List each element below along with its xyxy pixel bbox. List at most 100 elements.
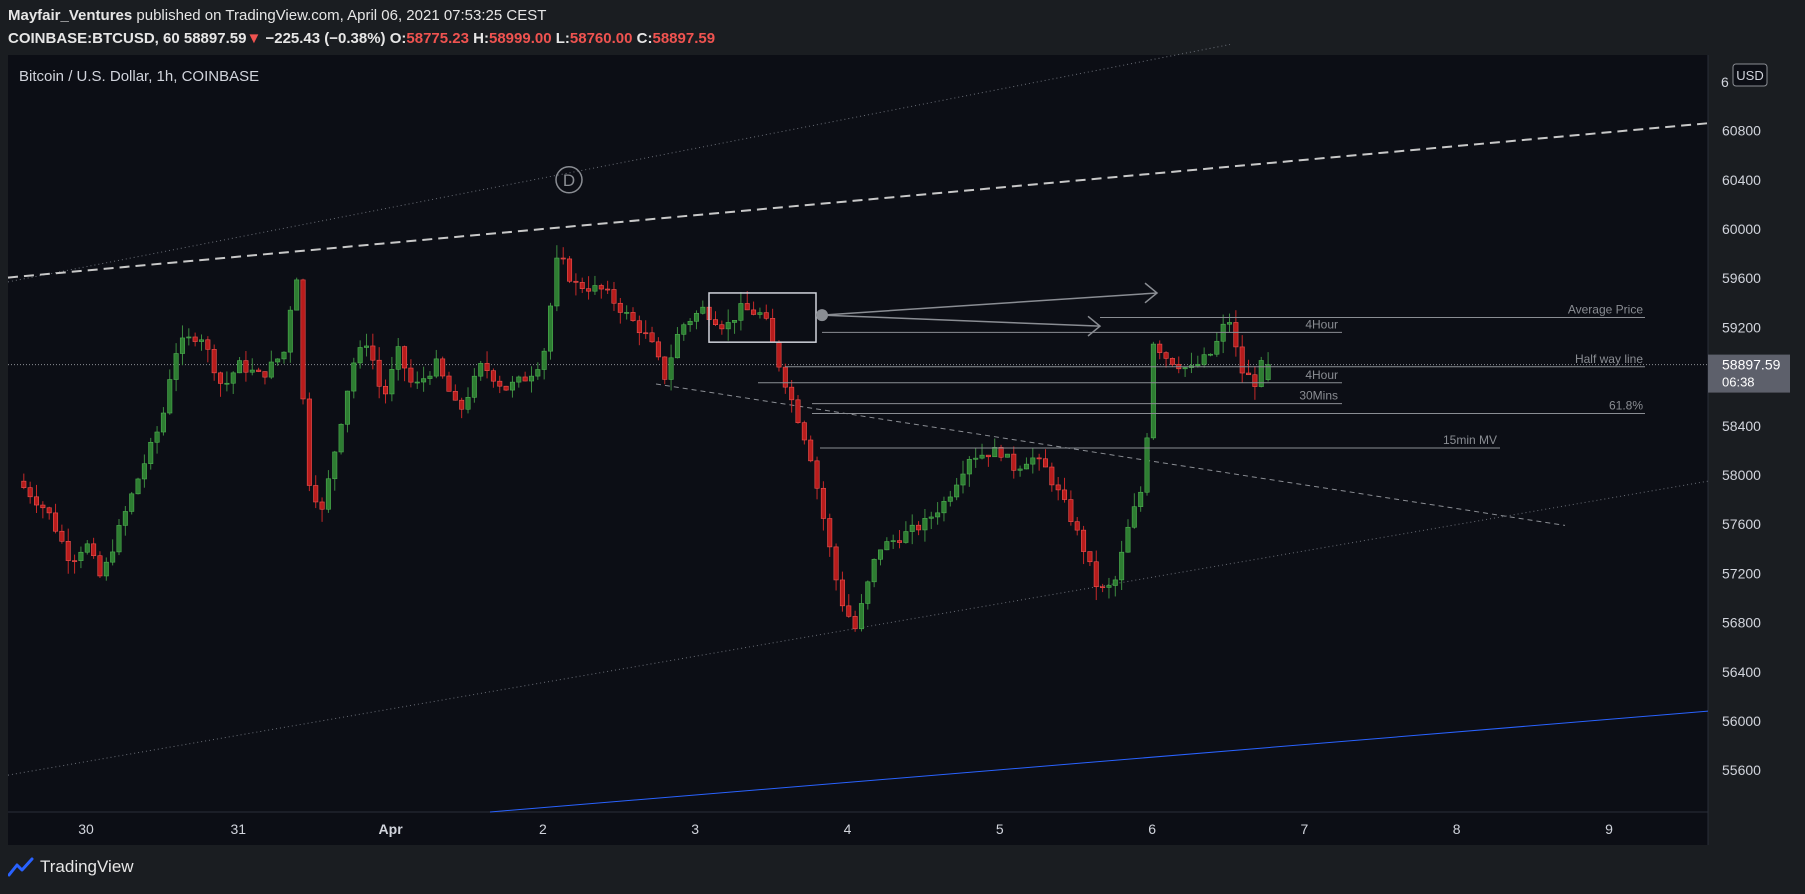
published-text: published on TradingView.com, April 06, …	[136, 7, 547, 24]
candle-down	[1081, 529, 1087, 552]
low-value: 58760.00	[569, 30, 633, 47]
candle-down	[40, 504, 46, 509]
candle-down	[985, 454, 991, 458]
candle-down	[1074, 521, 1080, 531]
candle-up	[973, 457, 979, 460]
candle-up	[1004, 453, 1010, 458]
candle-up	[928, 516, 934, 519]
candle-down	[46, 507, 52, 514]
candle-up	[186, 336, 192, 339]
publish-info: Mayfair_Ventures published on TradingVie…	[8, 7, 546, 24]
range-box	[708, 292, 817, 343]
candle-down	[1100, 586, 1106, 589]
candle-up	[954, 484, 960, 498]
y-tick-label: 60000	[1722, 221, 1761, 237]
candle-up	[884, 541, 890, 551]
candle-down	[605, 288, 611, 291]
candle-down	[789, 386, 795, 401]
candle-down	[452, 391, 458, 401]
candle-down	[833, 546, 839, 581]
blue-trendline	[489, 710, 1709, 813]
candle-up	[1125, 526, 1131, 553]
candle-up	[890, 540, 896, 542]
candle-up	[1195, 363, 1201, 366]
open-value: 58775.23	[406, 30, 469, 47]
y-tick-label: 59600	[1722, 270, 1761, 286]
candle-up	[427, 375, 433, 379]
candle-up	[160, 412, 166, 433]
candle-down	[1163, 352, 1169, 359]
candle-down	[998, 447, 1004, 458]
candle-down	[649, 332, 655, 343]
footer: TradingView	[0, 847, 1805, 894]
y-tick-partial: 6	[1721, 74, 1729, 90]
candle-up	[871, 558, 877, 583]
price-chart[interactable]: Average Price 4Hour Half way line 4Hour 30Mi…	[0, 0, 1805, 847]
candle-down	[91, 543, 97, 557]
candle-up	[433, 358, 439, 377]
candle-up	[1023, 463, 1029, 470]
candle-up	[78, 551, 84, 561]
open-label: O:	[389, 30, 407, 47]
candle-up	[1138, 491, 1144, 507]
candle-down	[827, 518, 833, 548]
candle-up	[681, 324, 687, 335]
candle-down	[459, 399, 465, 410]
candle-up	[224, 382, 230, 385]
candle-up	[395, 346, 401, 370]
candle-up	[509, 381, 515, 391]
candle-up	[351, 362, 357, 392]
candle-down	[808, 439, 814, 462]
candle-down	[586, 288, 592, 292]
candle-down	[262, 371, 268, 378]
candle-down	[1011, 453, 1017, 471]
candle-up	[249, 369, 255, 373]
candles-layer	[21, 245, 1271, 632]
candle-down	[1157, 343, 1163, 353]
candle-up	[1258, 360, 1264, 387]
candle-up	[389, 369, 395, 395]
candle-down	[1246, 372, 1252, 376]
candle-up	[154, 431, 160, 443]
candle-up	[103, 561, 109, 577]
candle-down	[1233, 322, 1239, 348]
candle-down	[560, 257, 566, 260]
tradingview-logo[interactable]: TradingView	[8, 857, 134, 877]
arrow-head-icon	[1144, 282, 1159, 304]
candle-down	[97, 555, 103, 577]
candle-down	[795, 399, 801, 423]
high-label: H:	[473, 30, 489, 47]
candle-down	[497, 380, 503, 387]
candle-down	[567, 258, 573, 282]
high-value: 58999.00	[488, 30, 552, 47]
candle-up	[1017, 468, 1023, 471]
candle-up	[141, 463, 147, 480]
candle-down	[852, 616, 858, 630]
candle-down	[319, 501, 325, 510]
candle-up	[148, 441, 154, 464]
candle-down	[846, 605, 852, 617]
wave-label: D	[563, 171, 575, 190]
currency-label: USD	[1736, 68, 1763, 83]
candle-up	[268, 361, 274, 378]
currency-badge[interactable]	[1732, 63, 1768, 87]
candle-up	[1214, 340, 1220, 355]
projection-arrow-lower	[821, 314, 1101, 327]
wave-label-circle-icon	[555, 166, 583, 194]
candle-down	[916, 524, 922, 531]
candle-up	[179, 337, 185, 354]
price-change: −225.43 (−0.38%)	[265, 30, 386, 47]
y-tick-label: 59200	[1722, 319, 1761, 335]
candle-up	[471, 375, 477, 398]
candle-down	[598, 285, 604, 290]
candle-up	[332, 451, 338, 480]
candle-down	[256, 369, 262, 372]
candle-down	[440, 358, 446, 377]
chart-background	[8, 55, 1708, 845]
candle-down	[370, 345, 376, 361]
author-name[interactable]: Mayfair_Ventures	[8, 7, 133, 24]
candle-down	[383, 385, 389, 395]
candle-down	[313, 485, 319, 503]
candle-down	[662, 356, 668, 380]
candle-up	[922, 518, 928, 531]
